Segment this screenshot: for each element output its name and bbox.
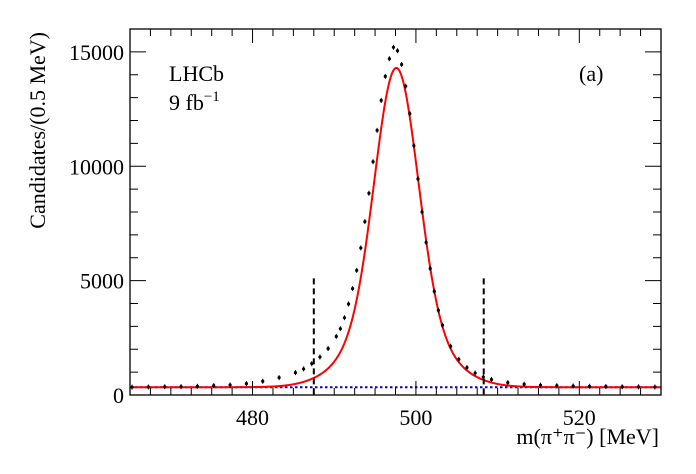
- data-point: [432, 288, 436, 294]
- panel-label: (a): [579, 61, 603, 86]
- data-point: [636, 384, 641, 390]
- data-point: [506, 380, 510, 386]
- data-point: [195, 383, 199, 389]
- data-points: [130, 44, 657, 390]
- y-axis-tick-labels: 0 5000 10000 15000: [69, 40, 124, 408]
- data-point: [371, 159, 375, 165]
- data-point: [310, 361, 314, 367]
- data-point: [318, 354, 322, 360]
- data-point: [342, 315, 347, 321]
- y-tick-label: 5000: [80, 269, 124, 294]
- data-point: [522, 381, 526, 387]
- data-point: [355, 267, 359, 273]
- data-point: [375, 127, 379, 133]
- data-point: [261, 378, 265, 384]
- data-point: [363, 219, 367, 225]
- y-tick-label: 0: [113, 383, 124, 408]
- x-axis-title: m(π⁺π⁻) [MeV]: [516, 424, 659, 449]
- data-point: [359, 245, 363, 251]
- y-axis-title: Candidates/(0.5 MeV): [25, 32, 50, 229]
- data-point: [538, 382, 543, 388]
- luminosity-label: 9 fb−1: [169, 89, 220, 115]
- data-point: [604, 384, 608, 390]
- luminosity-value: 9 fb: [169, 90, 204, 115]
- data-point: [404, 83, 408, 89]
- data-point: [587, 383, 592, 389]
- luminosity-exponent: −1: [204, 89, 220, 105]
- total-fit-curve: [130, 66, 661, 389]
- data-point: [387, 56, 391, 62]
- data-point: [228, 382, 232, 388]
- data-point: [212, 383, 216, 389]
- data-point: [653, 384, 657, 390]
- data-point: [367, 190, 371, 196]
- data-point: [416, 176, 420, 182]
- data-point: [428, 266, 432, 272]
- data-point: [163, 384, 167, 390]
- experiment-label: LHCb: [169, 61, 224, 86]
- data-point: [408, 111, 412, 117]
- x-axis-ticks: [129, 29, 662, 395]
- data-point: [301, 366, 306, 372]
- data-point: [424, 239, 428, 245]
- y-tick-label: 15000: [69, 40, 124, 65]
- data-point: [383, 73, 387, 79]
- data-point: [244, 381, 249, 387]
- data-point: [326, 346, 330, 352]
- data-point: [489, 376, 494, 382]
- data-point: [400, 61, 404, 67]
- data-point: [179, 384, 183, 390]
- y-axis-ticks: [130, 28, 661, 396]
- data-point: [130, 384, 134, 390]
- x-tick-label: 520: [563, 405, 596, 430]
- data-point: [555, 383, 559, 389]
- data-point: [440, 322, 445, 328]
- data-point: [346, 301, 351, 307]
- data-point: [146, 384, 150, 390]
- data-point: [391, 44, 396, 50]
- data-point: [277, 375, 281, 381]
- data-point: [473, 370, 477, 376]
- x-axis-tick-labels: 480 500 520: [236, 405, 596, 430]
- data-point: [293, 370, 298, 376]
- data-point: [412, 143, 416, 149]
- data-point: [449, 343, 453, 349]
- y-tick-label: 10000: [69, 154, 124, 179]
- data-point: [420, 209, 424, 215]
- data-point: [334, 333, 338, 339]
- data-point: [457, 356, 461, 362]
- x-tick-label: 480: [236, 405, 269, 430]
- data-point: [436, 307, 440, 313]
- data-point: [571, 383, 575, 389]
- data-point: [620, 384, 624, 390]
- data-point: [379, 97, 383, 103]
- data-point: [351, 286, 355, 292]
- x-tick-label: 500: [399, 405, 432, 430]
- data-point: [465, 365, 469, 371]
- data-point: [338, 326, 342, 332]
- data-point: [395, 48, 400, 54]
